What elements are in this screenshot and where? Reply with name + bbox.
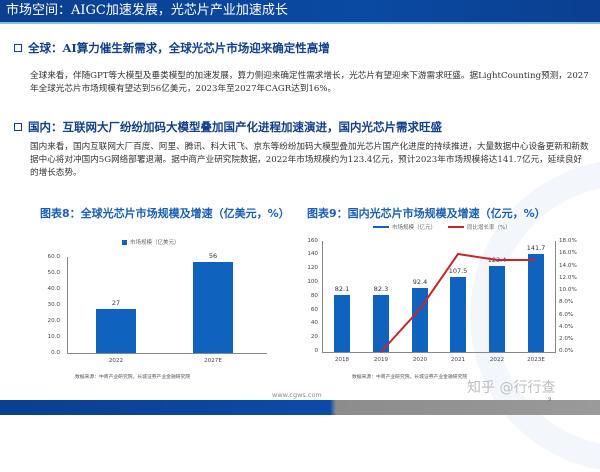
y-tick-left: 140 (307, 251, 318, 257)
section-heading-global: 全球：AI算力催生新需求，全球光芯片市场迎来确定性高增 (14, 40, 330, 56)
section-heading-text: 国内：互联网大厂纷纷加码大模型叠加国产化进程加速演进，国内光芯片需求旺盛 (28, 120, 442, 134)
y-tick: 40.0 (47, 286, 60, 292)
y-tick-right: 0.0% (559, 348, 574, 354)
section-body-global: 全球来看，伴随GPT等大模型及垂类模型的加速发展，算力侧迎来确定性需求增长，光芯… (30, 71, 589, 94)
bullet-square-icon (14, 44, 22, 52)
y-tick-left: 0 (314, 348, 318, 354)
bar-value-label: 82.3 (373, 285, 389, 293)
y-tick-right: 8.0% (559, 299, 574, 305)
y-tick: 50.0 (47, 270, 60, 276)
y-tick-right: 14.0% (559, 263, 577, 269)
x-tick: 2023E (527, 357, 545, 363)
y-tick-right: 12.0% (559, 275, 577, 281)
y-tick-left: 100 (307, 279, 318, 285)
y-tick-right: 6.0% (559, 312, 574, 318)
bar-2022 (96, 309, 136, 353)
x-axis-line (67, 353, 267, 354)
bar-2022 (489, 266, 505, 352)
y-tick-left: 120 (307, 265, 318, 271)
bar-2019 (373, 295, 389, 352)
x-tick: 2022 (108, 358, 124, 364)
bar-value-label: 107.5 (448, 267, 468, 275)
legend-swatch-line (448, 226, 465, 228)
y-axis-right-line (555, 241, 556, 352)
y-tick: 10.0 (47, 334, 60, 340)
y-axis-left-line (322, 241, 323, 352)
x-tick: 2022 (489, 357, 505, 363)
x-tick: 2020 (412, 357, 428, 363)
x-tick: 2027E (204, 358, 222, 364)
x-tick: 2021 (450, 357, 466, 363)
bar-value-label: 27 (111, 299, 121, 307)
footer-url: www.cgws.com (272, 391, 322, 399)
bar-2018 (334, 295, 350, 352)
y-tick-right: 4.0% (559, 324, 574, 330)
bar-2027E (193, 262, 233, 353)
bar-value-label: 82.1 (334, 285, 350, 293)
bar-2021 (450, 277, 466, 352)
y-tick-left: 160 (307, 238, 318, 244)
y-tick-left: 80 (310, 293, 318, 299)
bar-value-label: 56 (208, 252, 218, 260)
bullet-square-icon (14, 123, 22, 131)
y-tick-left: 60 (310, 307, 318, 313)
title-bar: 市场空间：AIGC加速发展，光芯片产业加速成长 (0, 0, 600, 22)
x-axis-line (322, 352, 556, 353)
chart9-legend: 市场规模（亿元） 同比增长率（%） (373, 223, 511, 231)
chart8-title: 图表8：全球光芯片市场规模及增速（亿美元，%） (40, 207, 290, 220)
legend-label: 市场规模（亿美元） (130, 240, 180, 246)
bar-value-label: 92.4 (412, 278, 428, 286)
y-tick-right: 18.0% (559, 238, 577, 244)
y-tick-left: 40 (310, 320, 318, 326)
legend-swatch (122, 239, 127, 245)
legend-label: 市场规模（亿元） (392, 225, 437, 231)
y-tick-right: 10.0% (559, 287, 577, 293)
y-tick-right: 2.0% (559, 336, 574, 342)
page-number: 9 (548, 397, 552, 403)
x-tick: 2018 (334, 357, 350, 363)
section-body-domestic: 国内来看，国内互联网大厂百度、阿里、腾讯、科大讯飞、京东等纷纷加码大模型叠加光芯… (30, 142, 589, 178)
section-heading-text: 全球：AI算力催生新需求，全球光芯片市场迎来确定性高增 (28, 41, 330, 55)
footer-bar (0, 400, 600, 415)
legend-label: 同比增长率（%） (467, 225, 511, 231)
y-tick: 0.0 (51, 350, 60, 356)
legend-swatch-bar (373, 226, 389, 228)
y-tick: 20.0 (47, 318, 60, 324)
y-axis-line (67, 257, 68, 353)
section-heading-domestic: 国内：互联网大厂纷纷加码大模型叠加国产化进程加速演进，国内光芯片需求旺盛 (14, 119, 442, 135)
bar-2023E (528, 254, 544, 352)
y-tick: 60.0 (47, 254, 60, 260)
y-tick-left: 20 (310, 334, 318, 340)
chart8-legend: 市场规模（亿美元） (122, 238, 180, 246)
chart9-source: 数据来源：中商产业研究院，长城证券产业金融研究院 (352, 375, 468, 380)
y-tick: 30.0 (47, 302, 60, 308)
bar-value-label: 141.7 (526, 244, 546, 252)
title-underline (0, 22, 600, 24)
y-tick-right: 16.0% (559, 250, 577, 256)
chart8-source: 数据来源：中商产业研究院，长城证券产业金融研究院 (75, 375, 191, 380)
x-tick: 2019 (373, 357, 389, 363)
chart9-title: 图表9：国内光芯片市场规模及增速（亿元，%） (307, 207, 546, 220)
growth-rate-line (380, 252, 536, 353)
page-title: 市场空间：AIGC加速发展，光芯片产业加速成长 (6, 3, 288, 18)
zhihu-watermark: 知乎 @行行查 (467, 380, 556, 396)
